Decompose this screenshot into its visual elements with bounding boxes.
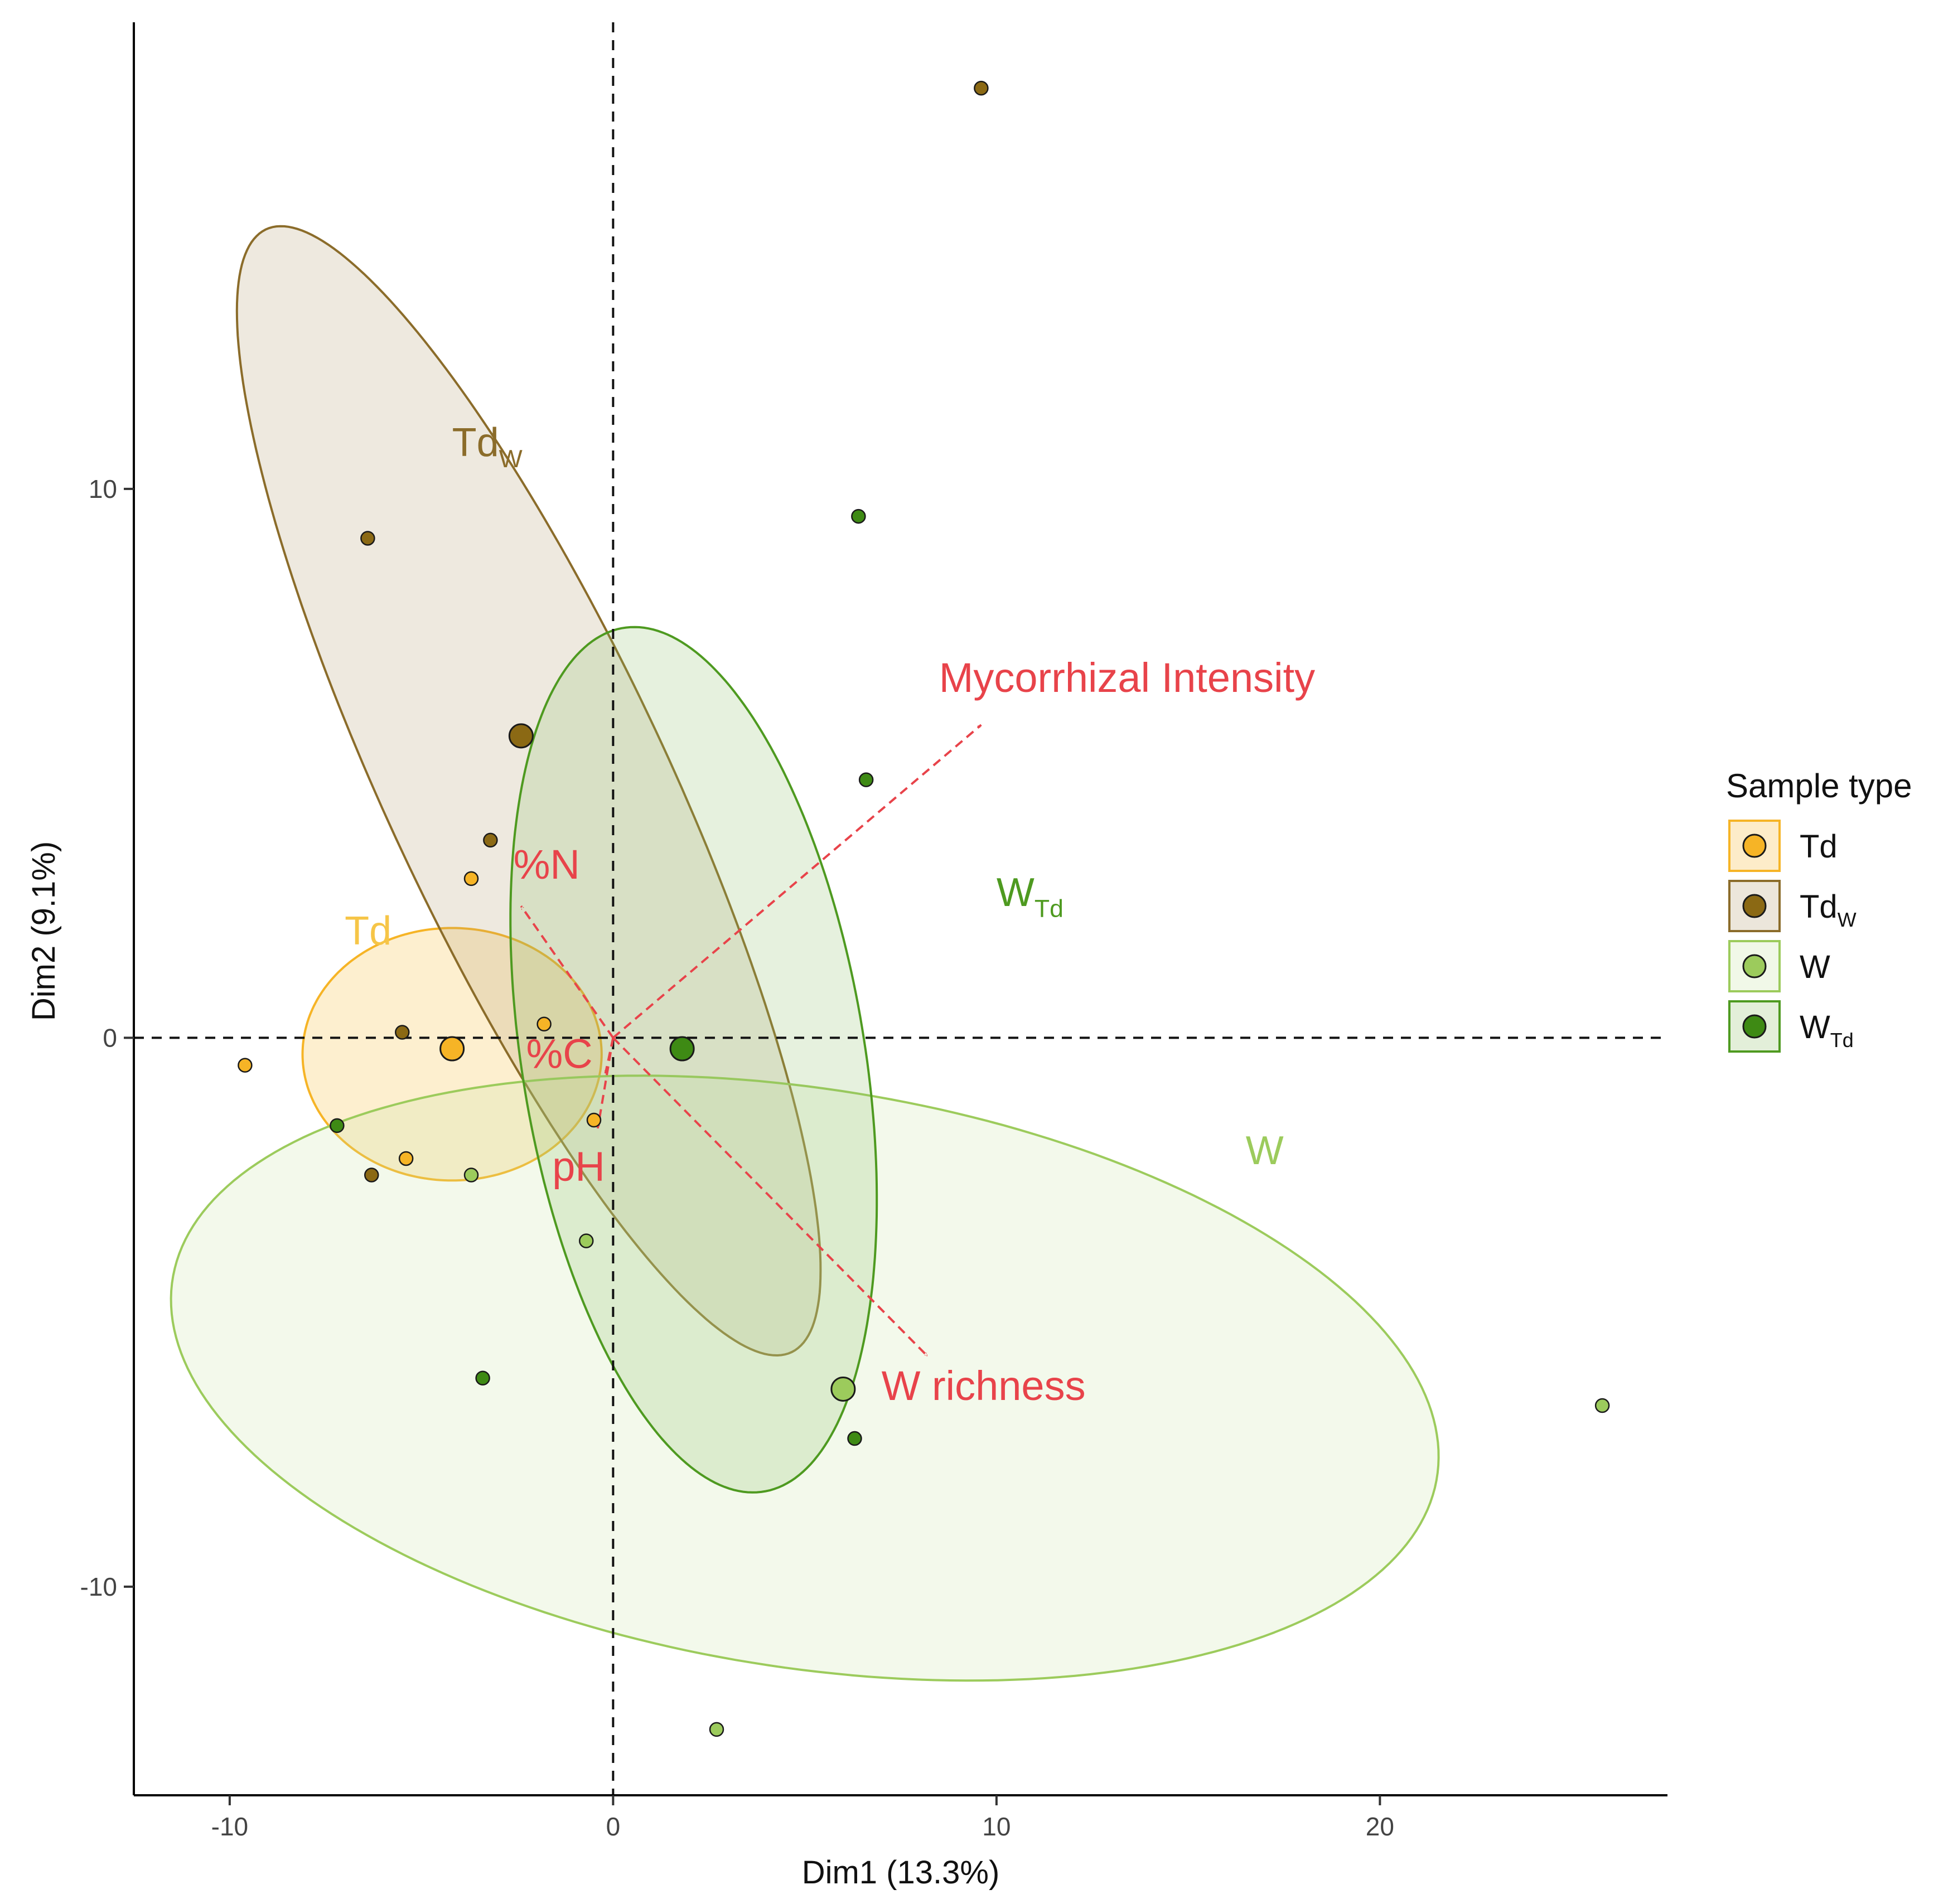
- group-label-tdw-base: Td: [452, 420, 499, 465]
- vector-arrow: [612, 725, 981, 1039]
- point-td: [586, 1112, 602, 1128]
- vector-arrow: [521, 906, 615, 1039]
- reference-lines: [134, 22, 1667, 1795]
- point-tdw: [395, 1025, 410, 1040]
- legend-label-td-base: Td: [1800, 829, 1838, 865]
- vector-label: pH: [552, 1143, 605, 1189]
- vector-arrow: [598, 1038, 615, 1128]
- vector-label: W richness: [882, 1363, 1086, 1409]
- legend-label-tdw: TdW: [1800, 889, 1857, 931]
- legend-label-td: Td: [1800, 829, 1838, 865]
- y-tick-label: 0: [103, 1023, 117, 1052]
- ellipse-w: [170, 1074, 1440, 1682]
- legend-key-point: [1742, 1014, 1767, 1039]
- vector-label: %C: [526, 1031, 593, 1077]
- point-td: [398, 1151, 414, 1166]
- confidence-ellipses: [170, 225, 1440, 1682]
- y-tick-label: 10: [89, 474, 117, 503]
- variable-vectors: Mycorrhizal Intensity %N %C pH W richness: [514, 655, 1316, 1409]
- point-td: [536, 1016, 552, 1031]
- point-wtd: [851, 508, 866, 524]
- vector-label: %N: [514, 841, 580, 888]
- group-label-wtd-subscript: Td: [1034, 895, 1063, 923]
- centroid-tdw: [508, 723, 534, 749]
- point-wtd: [858, 772, 874, 787]
- legend-label-tdw-subscript: W: [1838, 908, 1857, 931]
- point-td: [238, 1058, 253, 1073]
- point-w: [1594, 1398, 1610, 1413]
- group-label-w: W: [1246, 1128, 1284, 1173]
- point-wtd: [330, 1118, 345, 1133]
- legend-label-wtd: WTd: [1800, 1009, 1854, 1052]
- point-tdw: [360, 531, 375, 546]
- point-w: [463, 1167, 479, 1183]
- axes: -10 0 10 20 -10 0 10 Dim1 (13.3%) Dim2 (9.1%): [26, 22, 1667, 1891]
- centroid-w: [830, 1376, 856, 1402]
- legend-label-wtd-subscript: Td: [1830, 1029, 1854, 1052]
- legend-label-tdw-base: Td: [1800, 889, 1838, 925]
- legend-key-point: [1742, 894, 1767, 918]
- point-w: [579, 1233, 594, 1248]
- vector-label: Mycorrhizal Intensity: [939, 655, 1315, 701]
- legend-key-point: [1742, 954, 1767, 978]
- point-tdw: [483, 832, 498, 848]
- y-tick-label: -10: [80, 1572, 117, 1601]
- legend-key-point: [1742, 834, 1767, 858]
- point-td: [463, 871, 479, 886]
- centroid-td: [439, 1036, 465, 1062]
- ellipse-wtd: [509, 626, 878, 1494]
- legend-title: Sample type: [1726, 767, 1912, 805]
- group-label-tdw: TdW: [452, 420, 523, 473]
- x-tick-label: 10: [982, 1812, 1011, 1841]
- centroid-wtd: [669, 1036, 695, 1062]
- point-tdw: [974, 80, 989, 96]
- x-tick-label: 0: [606, 1812, 621, 1841]
- group-label-tdw-subscript: W: [499, 445, 523, 473]
- group-label-wtd: WTd: [997, 870, 1063, 923]
- ellipse-tdw: [235, 225, 822, 1357]
- y-axis-title: Dim2 (9.1%): [26, 841, 62, 1021]
- data-points: [238, 80, 1610, 1737]
- legend-label-w-base: W: [1800, 949, 1830, 985]
- legend-label-wtd-base: W: [1800, 1009, 1830, 1045]
- group-label-td-base: Td: [345, 909, 391, 953]
- group-label-td: Td: [345, 909, 391, 953]
- x-axis-title: Dim1 (13.3%): [802, 1854, 1000, 1891]
- x-tick-label: -10: [211, 1812, 248, 1841]
- point-tdw: [364, 1167, 379, 1183]
- point-w: [709, 1722, 724, 1737]
- vector-arrow: [612, 1036, 927, 1356]
- point-wtd: [847, 1431, 862, 1446]
- group-label-wtd-base: W: [997, 870, 1034, 915]
- x-tick-label: 20: [1366, 1812, 1394, 1841]
- group-label-w-base: W: [1246, 1128, 1284, 1173]
- point-wtd: [475, 1370, 490, 1386]
- legend-label-w: W: [1800, 949, 1830, 985]
